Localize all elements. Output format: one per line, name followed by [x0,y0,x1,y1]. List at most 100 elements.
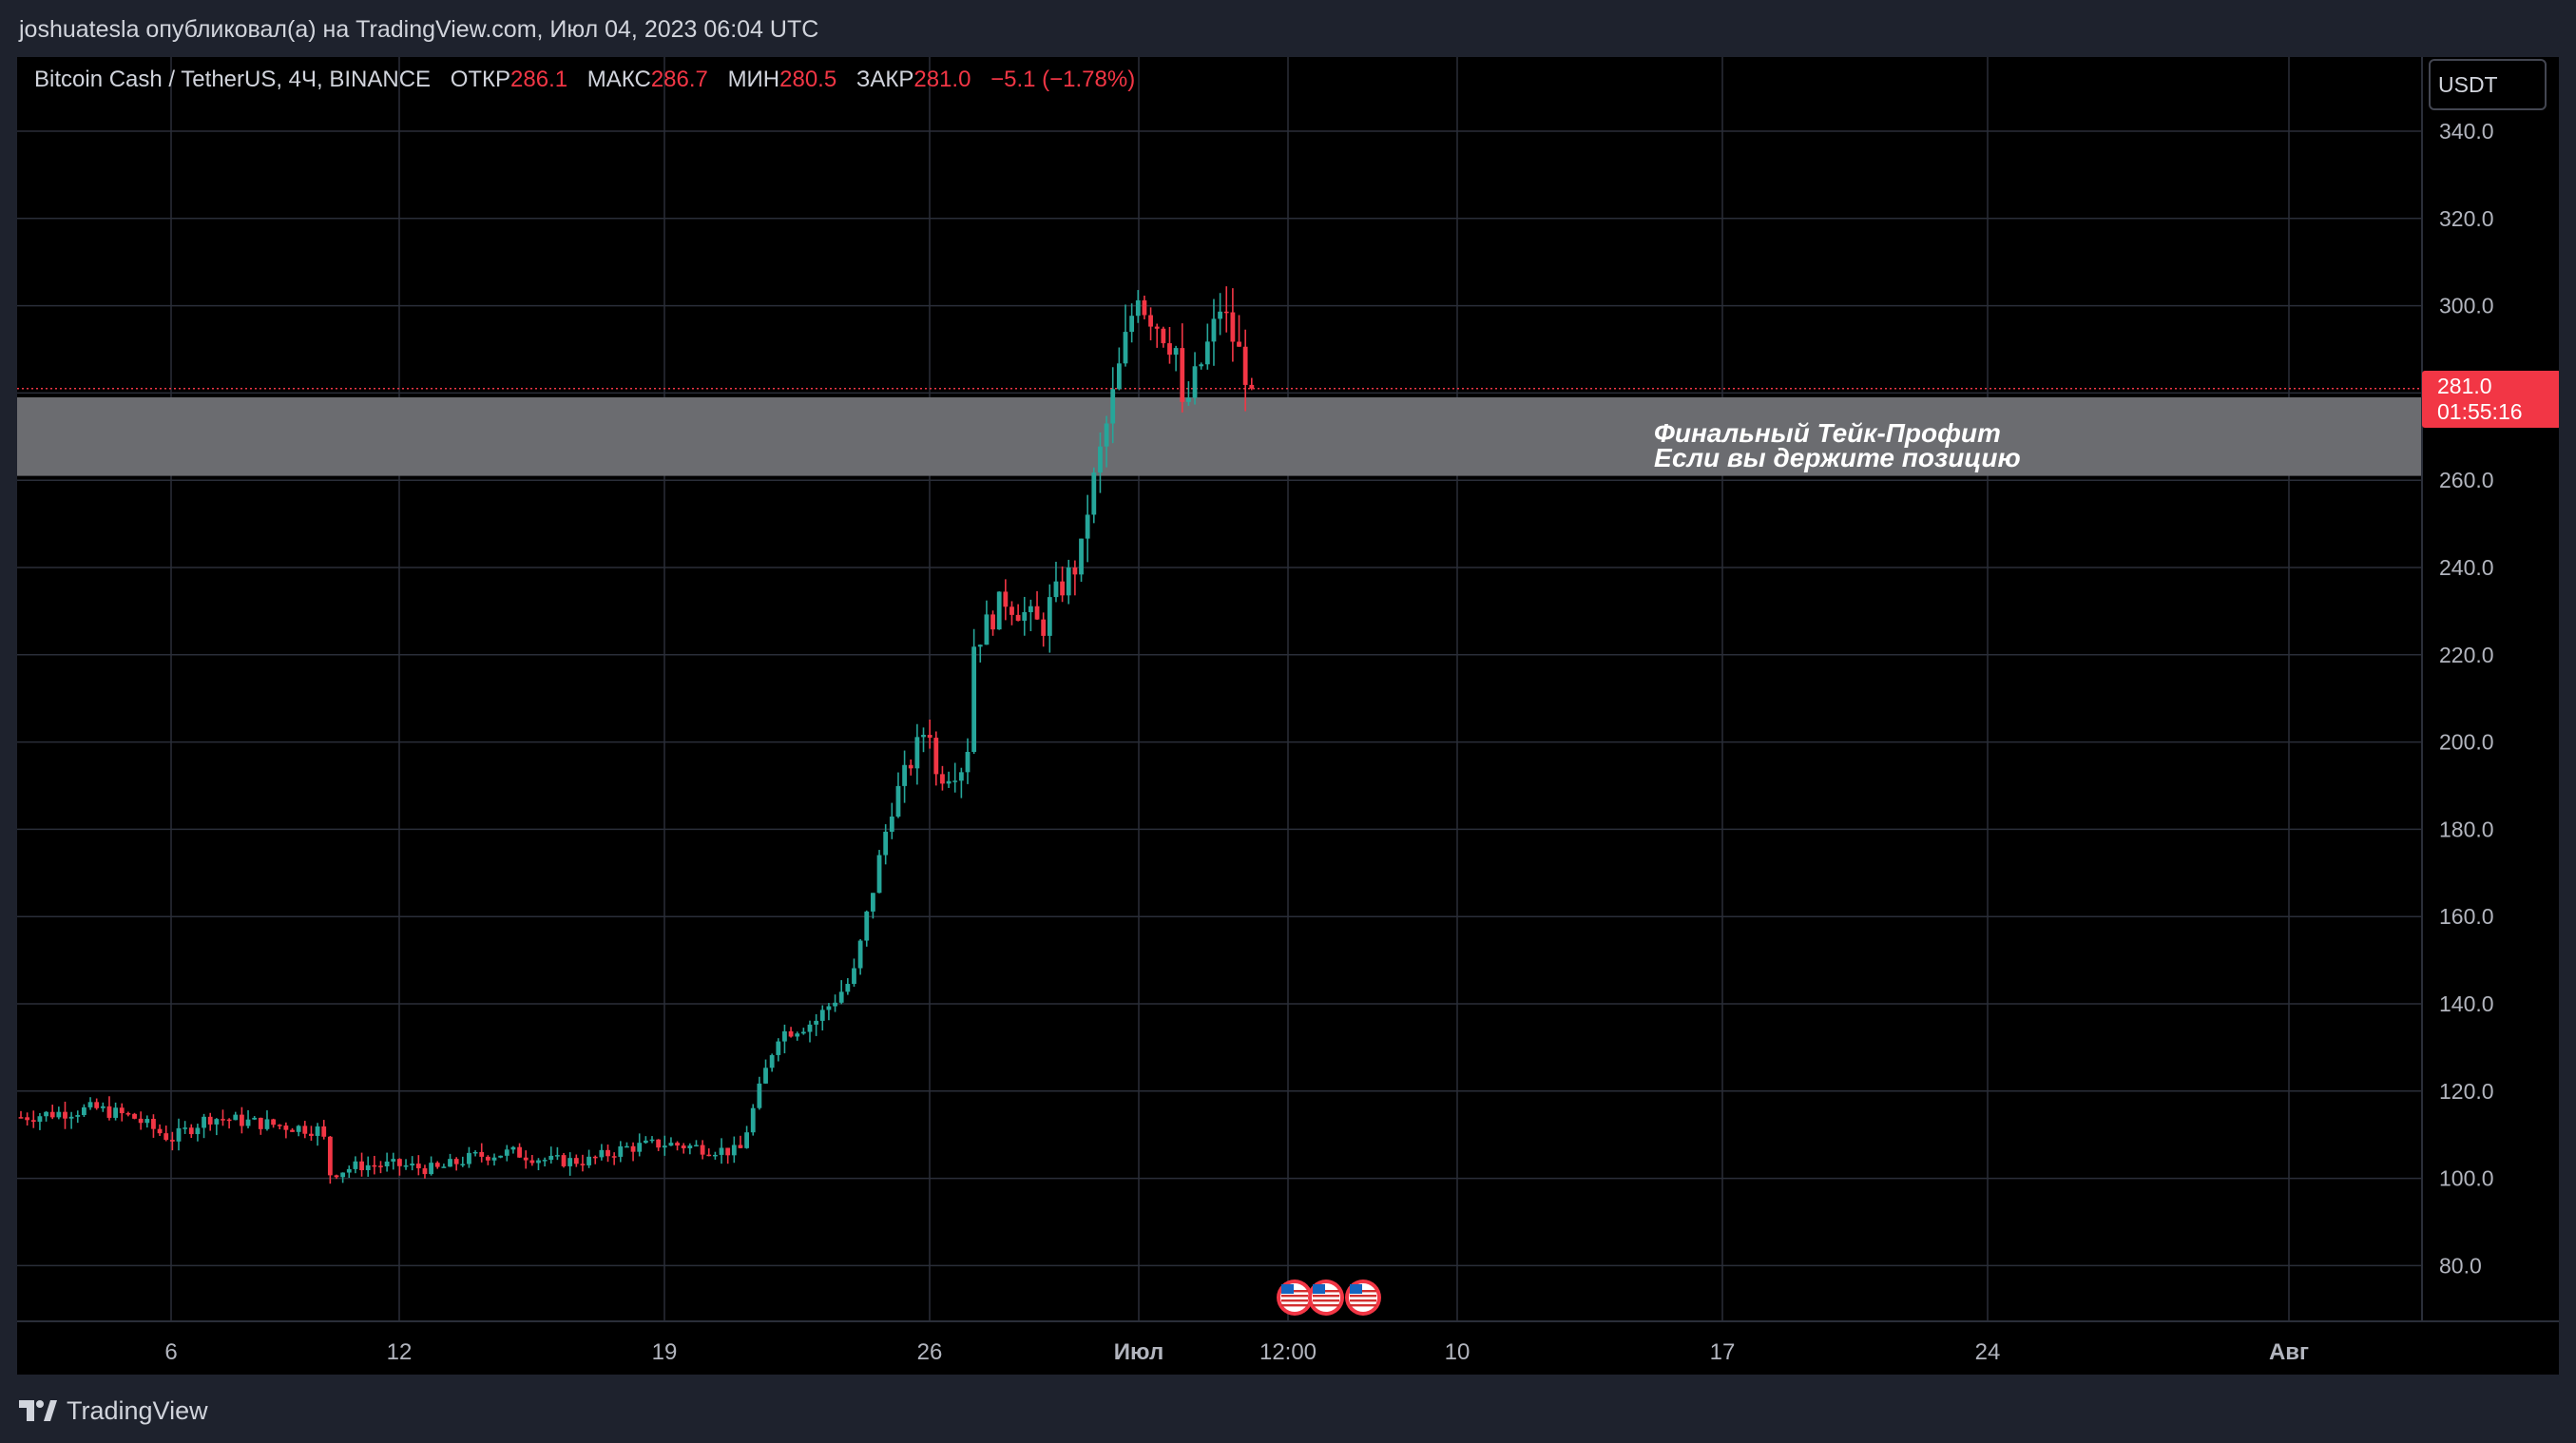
time-tick-label: 24 [1975,1339,2001,1365]
take-profit-zone[interactable] [17,396,2422,476]
candle-body [902,764,907,786]
candle-body [94,1102,100,1108]
candle-body [561,1155,567,1166]
candle-body [63,1111,67,1119]
time-axis[interactable]: 6 12 19 26 Июл 12:00 10 17 24 Авг [164,1339,2309,1365]
price-axis[interactable]: 340.0320.0300.0280.0260.0240.0220.0200.0… [2439,119,2494,1278]
price-tick-label: 160.0 [2439,904,2494,929]
candle-body [971,646,977,752]
candle-body [372,1164,377,1167]
price-tick-label: 120.0 [2439,1079,2494,1104]
candle-body [1148,315,1153,327]
candle-body [719,1147,724,1155]
candle-body [763,1068,768,1084]
candle-body [491,1157,497,1161]
candle-body [927,735,932,739]
us-flag-event-icon[interactable] [1345,1279,1381,1316]
candle-body [75,1115,81,1117]
candle-body [1211,318,1217,342]
candle-body [132,1113,137,1119]
zone-annotation-line2: Если вы держите позицию [1654,443,2021,472]
candle-body [625,1145,629,1148]
candle-body [87,1102,93,1107]
candle-body [1098,446,1103,473]
last-price-tag: 281.0 01:55:16 [2422,371,2559,428]
candle-body [871,893,875,912]
us-flag-event-icon[interactable] [1277,1279,1313,1316]
currency-selector[interactable]: USDT [2429,59,2547,110]
candle-body [183,1127,188,1129]
candle-body [757,1083,762,1108]
price-tick-label: 100.0 [2439,1166,2494,1191]
candle-body [221,1119,225,1121]
symbol-name[interactable]: Bitcoin Cash / TetherUS, 4Ч, BINANCE [34,67,432,92]
candle-body [151,1119,156,1129]
candle-body [687,1145,693,1149]
candle-body [1104,423,1109,447]
time-tick-label: 10 [1445,1339,1471,1365]
candle-body [510,1146,516,1150]
candle-body [555,1155,560,1157]
candle-body [782,1030,787,1042]
candle-body [864,911,870,941]
candle-body [30,1120,36,1123]
price-chart[interactable]: 340.0320.0300.0280.0260.0240.0220.0200.0… [17,57,2559,1375]
candle-body [1129,316,1135,333]
candle-body [523,1157,529,1161]
footer: TradingView [19,1394,208,1428]
candle-body [245,1119,251,1126]
candle-body [744,1132,749,1148]
candle-body [1079,538,1084,575]
candle-body [188,1127,194,1135]
close-value: 281.0 [913,67,971,92]
candle-body [176,1127,182,1142]
candle-body [1047,597,1052,636]
symbol-legend[interactable]: Bitcoin Cash / TetherUS, 4Ч, BINANCE ОТК… [34,67,1135,93]
candle-body [448,1159,452,1167]
candle-body [378,1165,383,1167]
candle-body [353,1161,358,1169]
high-label: МАКС [586,67,651,92]
candle-body [1022,611,1028,621]
candle-body [302,1126,308,1134]
candle-body [1034,606,1040,620]
price-tick-label: 260.0 [2439,468,2494,492]
candle-body [1199,364,1204,367]
candle-body [725,1147,731,1156]
candle-body [542,1160,548,1162]
price-tick-label: 80.0 [2439,1253,2482,1278]
candle-body [144,1119,150,1124]
price-tick-label: 320.0 [2439,206,2494,231]
candle-body [202,1116,206,1128]
candle-body [996,591,1002,630]
tradingview-logo-icon [19,1400,57,1421]
candle-body [340,1172,346,1178]
candle-body [933,738,939,775]
candle-body [1161,328,1166,344]
candle-body [1085,514,1090,539]
candle-body [826,1006,832,1010]
zone-annotation[interactable]: Финальный Тейк-Профит Если вы держите по… [1654,420,2021,472]
candle-body [403,1164,409,1167]
candle-body [946,780,952,784]
time-tick-label: 26 [917,1339,943,1365]
candle-body [1041,619,1047,636]
candle-body [391,1159,396,1162]
candle-body [472,1151,478,1154]
candle-body [776,1041,781,1055]
candle-body [649,1139,655,1142]
economic-events[interactable] [1277,1279,1381,1316]
candle-body [252,1117,258,1120]
candle-body [1242,346,1248,385]
chart-pane[interactable]: 340.0320.0300.0280.0260.0240.0220.0200.0… [17,57,2559,1375]
candle-body [441,1166,447,1168]
candle-body [656,1139,662,1148]
candle-body [315,1126,320,1136]
candle-body [56,1111,62,1118]
candle-body [290,1129,295,1132]
us-flag-event-icon[interactable] [1308,1279,1344,1316]
candle-body [788,1030,794,1037]
grid [17,57,2422,1321]
candle-body [573,1158,579,1164]
candle-body [1003,591,1009,607]
